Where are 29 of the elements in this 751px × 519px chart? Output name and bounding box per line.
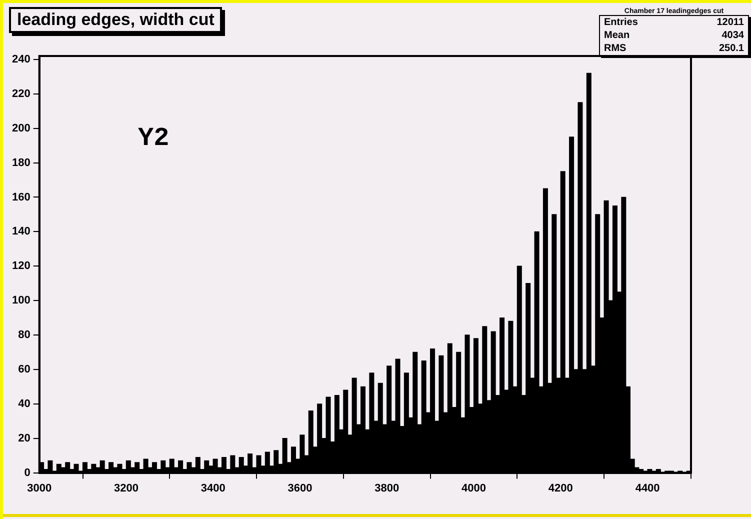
annotation: Y2 bbox=[138, 123, 170, 153]
y-tick-label: 160 bbox=[12, 191, 30, 204]
x-tick-label: 3400 bbox=[200, 482, 226, 494]
y-tick-label: 60 bbox=[18, 363, 30, 376]
text: Entries bbox=[603, 16, 639, 29]
chart-title: leading edges, width cut bbox=[9, 7, 222, 33]
y-tick-label: 120 bbox=[12, 260, 30, 272]
x-tick-label: 3800 bbox=[374, 482, 400, 494]
x-tick-label: 3200 bbox=[114, 482, 138, 494]
x-tick-label: 4000 bbox=[462, 482, 486, 494]
y-tick-label: 20 bbox=[18, 432, 30, 444]
y-tick-label: 180 bbox=[12, 156, 30, 169]
y-tick-label: 0 bbox=[24, 466, 30, 479]
y-tick-label: 240 bbox=[12, 53, 30, 66]
y-tick-label: 80 bbox=[18, 329, 30, 342]
text: 250.1 bbox=[718, 42, 745, 56]
y-tick-label: 100 bbox=[12, 294, 30, 307]
x-tick-label: 3000 bbox=[27, 482, 52, 494]
text: RMS bbox=[603, 42, 628, 56]
x-tick-label: 4400 bbox=[635, 482, 660, 494]
y-tick-label: 40 bbox=[18, 398, 30, 410]
y-tick-label: 140 bbox=[12, 226, 30, 238]
x-tick-label: 4200 bbox=[548, 482, 573, 494]
text: 12011 bbox=[716, 16, 745, 29]
text: Mean bbox=[603, 29, 631, 42]
text: 4034 bbox=[720, 29, 745, 42]
x-tick-label: 3600 bbox=[288, 482, 312, 494]
y-tick-label: 220 bbox=[12, 88, 30, 100]
y-tick-label: 200 bbox=[12, 122, 30, 134]
